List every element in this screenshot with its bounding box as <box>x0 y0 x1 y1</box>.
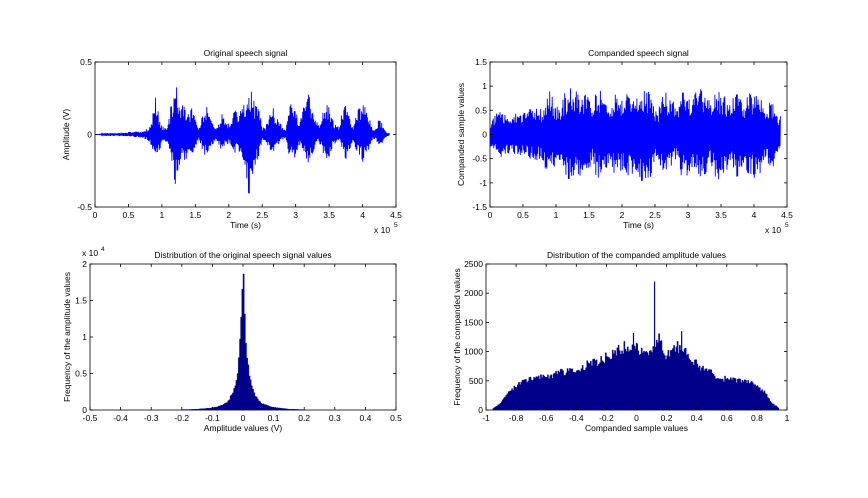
x-tick-label: 0.2 <box>661 413 673 423</box>
y-tick-label: 1 <box>482 81 487 91</box>
x-tick-label: 0.8 <box>751 413 763 423</box>
x-tick-label: 1 <box>785 413 790 423</box>
panel-companded-signal: 0 0.5 1 1.5 2 2.5 3 3.5 4 4.5 -1.5 -1 -0.5 0 0.5 1 1.5 Co… <box>456 48 793 235</box>
y-tick-label: 1.5 <box>75 296 87 306</box>
y-tick-label: 1500 <box>464 317 483 327</box>
x-axis-label: Companded sample values <box>585 423 688 433</box>
x-tick-label: -0.4 <box>113 413 128 423</box>
y-tick-label: 0 <box>82 405 87 415</box>
x-tick-label: 0.6 <box>721 413 733 423</box>
x-axis-label: Amplitude values (V) <box>204 423 283 433</box>
x-tick-label: 2 <box>226 210 231 220</box>
x-exponent-base: x 10 <box>374 225 390 235</box>
x-tick-label: 4 <box>752 210 757 220</box>
x-tick-label: -0.4 <box>569 413 584 423</box>
x-tick-label: -0.3 <box>144 413 159 423</box>
x-tick-label: 3.5 <box>715 210 727 220</box>
x-tick-label: 0 <box>241 413 246 423</box>
x-tick-label: 0 <box>488 210 493 220</box>
x-tick-label: -0.8 <box>509 413 524 423</box>
y-tick-label: 2500 <box>464 259 483 269</box>
x-axis-label: Time (s) <box>623 220 654 230</box>
x-tick-label: 0.4 <box>359 413 371 423</box>
y-tick-label: -1 <box>479 178 487 188</box>
x-tick-label: -0.2 <box>174 413 189 423</box>
x-tick-label: 2 <box>620 210 625 220</box>
y-tick-label: 0 <box>482 130 487 140</box>
x-tick-label: -0.2 <box>599 413 614 423</box>
y-tick-label: -1.5 <box>472 202 487 212</box>
y-tick-label: 2 <box>82 259 87 269</box>
x-tick-label: 0.3 <box>329 413 341 423</box>
x-tick-label: -1 <box>482 413 490 423</box>
panel-original-distribution: -0.5 -0.4 -0.3 -0.2 -0.1 0 0.1 0.2 0.3 0.4 0.5 0 0.5… <box>62 246 402 433</box>
y-tick-label: -0.5 <box>472 154 487 164</box>
y-tick-label: 0.5 <box>80 57 92 67</box>
x-tick-label: 4.5 <box>781 210 793 220</box>
x-tick-label: 0.5 <box>517 210 529 220</box>
x-exponent-power: 5 <box>785 222 789 229</box>
x-tick-label: -0.5 <box>83 413 98 423</box>
y-exponent-power: 4 <box>101 246 105 253</box>
y-tick-label: 2000 <box>464 288 483 298</box>
x-tick-label: 2.5 <box>649 210 661 220</box>
y-tick-label: 1.5 <box>475 57 487 67</box>
x-tick-label: 0.4 <box>691 413 703 423</box>
y-tick-label: -0.5 <box>77 202 92 212</box>
x-tick-label: -0.6 <box>539 413 554 423</box>
chart-title: Distribution of the original speech sign… <box>154 250 331 260</box>
panel-companded-distribution: -1 -0.8 -0.6 -0.4 -0.2 0 0.2 0.4 0.6 0.8 1 0 500 1000… <box>452 250 790 433</box>
y-tick-label: 1000 <box>464 347 483 357</box>
x-tick-label: 3 <box>293 210 298 220</box>
signal-trace <box>95 87 390 194</box>
x-exponent-power: 5 <box>394 222 398 229</box>
x-tick-label: 1.5 <box>189 210 201 220</box>
y-axis-label: Amplitude (V) <box>61 109 71 161</box>
x-tick-label: 0 <box>93 210 98 220</box>
x-exponent-base: x 10 <box>765 225 781 235</box>
x-tick-label: 3.5 <box>323 210 335 220</box>
y-axis-label: Frequency of the amplitude values <box>62 272 72 402</box>
x-axis-label: Time (s) <box>230 220 261 230</box>
x-tick-label: 2.5 <box>256 210 268 220</box>
x-tick-label: 3 <box>686 210 691 220</box>
x-tick-label: 4.5 <box>390 210 402 220</box>
y-tick-label: 500 <box>469 376 483 386</box>
x-tick-label: 0.5 <box>390 413 402 423</box>
x-tick-label: 1 <box>554 210 559 220</box>
x-tick-label: 1 <box>160 210 165 220</box>
y-tick-label: 0.5 <box>475 105 487 115</box>
x-tick-label: 1.5 <box>583 210 595 220</box>
y-tick-label: 0 <box>87 130 92 140</box>
x-tick-label: 4 <box>360 210 365 220</box>
histogram-bars <box>181 273 305 411</box>
y-axis-label: Frequency of the companded values <box>452 268 462 406</box>
x-tick-label: 0.5 <box>123 210 135 220</box>
chart-title: Distribution of the companded amplitude … <box>547 250 726 260</box>
y-tick-label: 0.5 <box>75 369 87 379</box>
y-axis-label: Companded sample values <box>456 83 466 186</box>
y-tick-label: 1 <box>82 332 87 342</box>
x-tick-label: -0.1 <box>205 413 220 423</box>
y-tick-label: 0 <box>478 405 483 415</box>
signal-trace <box>489 88 781 181</box>
y-exponent-base: x 10 <box>82 248 98 258</box>
chart-title: Original speech signal <box>204 48 288 58</box>
x-tick-label: 0.2 <box>298 413 310 423</box>
x-tick-label: 0.1 <box>268 413 280 423</box>
x-tick-label: 0 <box>634 413 639 423</box>
chart-title: Companded speech signal <box>588 48 689 58</box>
